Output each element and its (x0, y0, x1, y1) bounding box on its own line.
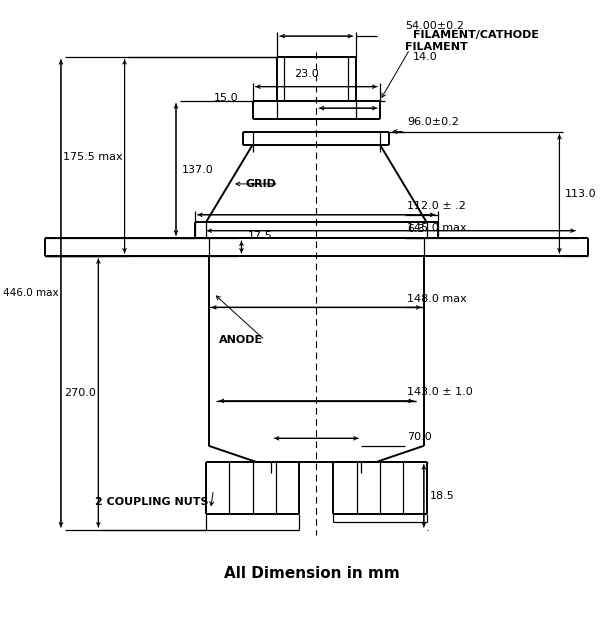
Text: 446.0 max: 446.0 max (4, 288, 59, 298)
Text: ANODE: ANODE (219, 335, 263, 345)
Text: FILAMENT/CATHODE: FILAMENT/CATHODE (413, 30, 539, 40)
Text: 137.0: 137.0 (182, 165, 214, 175)
Text: 54.00±0.2: 54.00±0.2 (405, 20, 464, 30)
Text: 70.0: 70.0 (407, 432, 432, 442)
Text: GRID: GRID (245, 179, 276, 189)
Text: 14.0: 14.0 (413, 52, 437, 62)
Text: 18.5: 18.5 (430, 491, 454, 501)
Text: 23.0: 23.0 (295, 69, 319, 79)
Text: 143.0 ± 1.0: 143.0 ± 1.0 (407, 387, 473, 397)
Text: 148.0 max: 148.0 max (407, 293, 467, 304)
Text: 15.0: 15.0 (214, 93, 238, 103)
Text: 17.5: 17.5 (248, 232, 273, 241)
Text: 113.0: 113.0 (565, 189, 597, 199)
Text: All Dimension in mm: All Dimension in mm (224, 566, 400, 581)
Text: 270.0: 270.0 (65, 389, 97, 399)
Text: 2 COUPLING NUTS: 2 COUPLING NUTS (95, 497, 209, 507)
Text: 96.0±0.2: 96.0±0.2 (407, 117, 459, 127)
Text: FILAMENT: FILAMENT (405, 41, 468, 52)
Text: 112.0 ± .2: 112.0 ± .2 (407, 201, 466, 211)
Text: 145.0 max: 145.0 max (407, 223, 467, 233)
Text: 6.3: 6.3 (407, 225, 425, 235)
Text: 175.5 max: 175.5 max (63, 152, 122, 162)
